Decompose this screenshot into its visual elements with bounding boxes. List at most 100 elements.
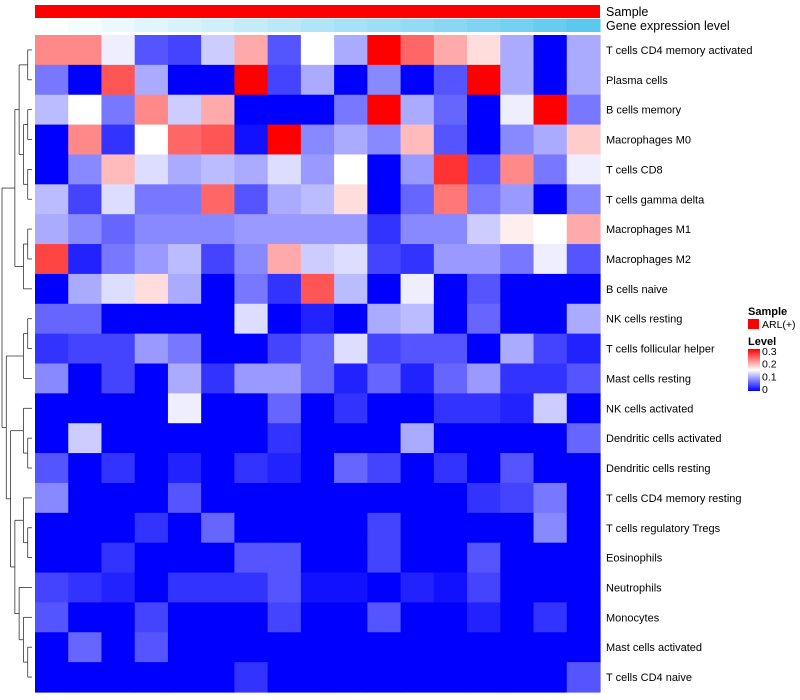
heatmap-cell (500, 124, 535, 156)
heatmap-cell (367, 542, 402, 574)
gene-expression-annotation-cell (267, 19, 302, 32)
heatmap-cell (467, 244, 501, 275)
heatmap-cell (101, 482, 136, 514)
heatmap-cell (533, 482, 568, 514)
heatmap-cell (500, 363, 535, 394)
heatmap-cell (101, 602, 136, 633)
heatmap-cell (334, 124, 368, 156)
heatmap-cell (234, 244, 269, 275)
heatmap-cell (400, 482, 435, 514)
heatmap-cell (367, 512, 402, 544)
heatmap-cell (201, 662, 236, 693)
heatmap-cell (367, 602, 402, 633)
heatmap-cell (201, 214, 236, 245)
row-label: Dendritic cells resting (606, 463, 711, 475)
heatmap-cell (533, 423, 568, 454)
heatmap-cell (500, 542, 535, 574)
heatmap-cell (201, 94, 236, 126)
heatmap-cell (134, 244, 169, 275)
heatmap-cell (101, 94, 136, 126)
heatmap-cell (400, 542, 435, 574)
legend-sample-entry: ARL(+) (762, 319, 796, 331)
heatmap-cell (334, 303, 368, 335)
heatmap-cell (433, 184, 468, 215)
heatmap-cell (201, 572, 236, 604)
gene-expression-annotation-cell (134, 19, 169, 32)
heatmap-cell (267, 124, 302, 156)
heatmap-cell (433, 154, 468, 185)
heatmap-cell (68, 512, 103, 544)
annotation-label-gene-expression: Gene expression level (606, 19, 730, 33)
gene-expression-annotation-cell (467, 19, 501, 32)
heatmap-cell (35, 632, 69, 663)
heatmap-cell (300, 632, 335, 663)
heatmap-cell (300, 363, 335, 394)
heatmap-cell (267, 423, 302, 454)
heatmap-cell (35, 154, 69, 185)
gene-expression-annotation-cell (167, 19, 202, 32)
heatmap-cell (68, 602, 103, 633)
heatmap-cells (35, 35, 601, 693)
heatmap-cell (500, 632, 535, 663)
heatmap-cell (201, 363, 236, 394)
heatmap-cell (300, 273, 335, 305)
heatmap-cell (68, 64, 103, 96)
heatmap-cell (35, 94, 69, 126)
row-label: Monocytes (606, 612, 660, 624)
heatmap-cell (101, 512, 136, 544)
heatmap-cell (566, 632, 601, 663)
heatmap-cell (334, 35, 368, 66)
heatmap-cell (234, 214, 269, 245)
heatmap-cell (267, 35, 302, 66)
heatmap-cell (35, 662, 69, 693)
heatmap-cell (433, 273, 468, 305)
heatmap-cell (500, 64, 535, 96)
heatmap-cell (101, 154, 136, 185)
heatmap-cell (201, 303, 236, 335)
heatmap-cell (433, 214, 468, 245)
heatmap-cell (101, 423, 136, 454)
heatmap-cell (300, 512, 335, 544)
heatmap-cell (201, 154, 236, 185)
heatmap-cell (467, 423, 501, 454)
legend-level-tick: 0.2 (762, 359, 777, 371)
heatmap-cell (334, 572, 368, 604)
heatmap-cell (334, 482, 368, 514)
heatmap-cell (234, 35, 269, 66)
heatmap-cell (234, 303, 269, 335)
heatmap-cell (500, 303, 535, 335)
heatmap-cell (334, 542, 368, 574)
heatmap-cell (35, 124, 69, 156)
heatmap-cell (167, 423, 202, 454)
heatmap-cell (234, 572, 269, 604)
heatmap-cell (68, 333, 103, 365)
annotation-label-sample: Sample (606, 5, 648, 19)
heatmap-cell (234, 333, 269, 365)
heatmap-cell (500, 453, 535, 484)
heatmap-cell (533, 662, 568, 693)
heatmap-cell (433, 602, 468, 633)
heatmap-cell (433, 423, 468, 454)
heatmap-cell (334, 423, 368, 454)
heatmap-cell (400, 602, 435, 633)
heatmap-cell (68, 214, 103, 245)
heatmap-cell (68, 632, 103, 663)
heatmap-cell (533, 572, 568, 604)
heatmap-cell (400, 64, 435, 96)
heatmap-cell (68, 154, 103, 185)
gene-expression-annotation-cell (433, 19, 468, 32)
heatmap-cell (334, 632, 368, 663)
heatmap-cell (35, 273, 69, 305)
heatmap-cell (134, 184, 169, 215)
heatmap-cell (267, 512, 302, 544)
heatmap-cell (68, 244, 103, 275)
heatmap-cell (533, 303, 568, 335)
heatmap-cell (500, 482, 535, 514)
heatmap-cell (101, 662, 136, 693)
heatmap-cell (101, 363, 136, 394)
heatmap-cell (68, 542, 103, 574)
heatmap-cell (234, 542, 269, 574)
heatmap-cell (334, 453, 368, 484)
heatmap-cell (300, 423, 335, 454)
row-label: NK cells resting (606, 314, 682, 326)
